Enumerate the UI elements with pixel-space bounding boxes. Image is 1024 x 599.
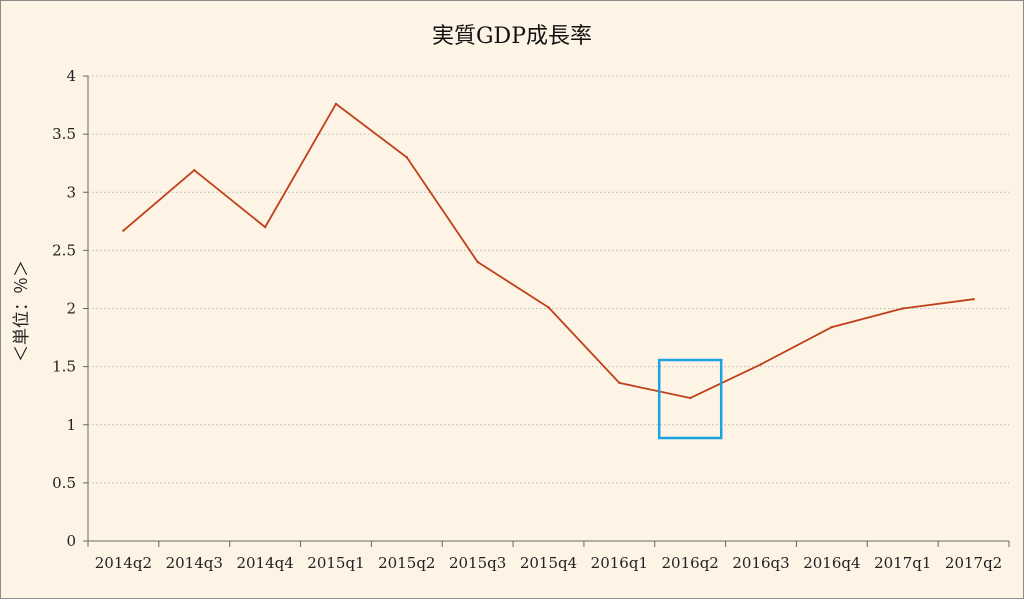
data-point	[688, 396, 692, 400]
chart-title: 実質GDP成長率	[432, 24, 592, 49]
data-point	[618, 381, 621, 385]
x-tick-label: 2015q2	[378, 554, 435, 572]
y-tick-label: 3	[66, 183, 76, 201]
series-line	[122, 103, 974, 399]
x-tick-label: 2017q2	[945, 554, 1002, 572]
x-tick-label: 2017q1	[874, 554, 931, 572]
y-tick-label: 0	[66, 532, 76, 550]
y-tick-label: 1	[66, 416, 76, 434]
y-axis-title: ＜単位：％＞	[12, 260, 32, 362]
x-tick-label: 2014q4	[236, 554, 293, 572]
y-tick-label: 4	[66, 67, 76, 85]
data-point	[759, 363, 763, 366]
data-point	[263, 225, 267, 229]
data-point	[547, 306, 550, 309]
x-tick-label: 2015q4	[520, 554, 577, 572]
series-layer	[122, 102, 975, 400]
data-point	[334, 102, 338, 106]
data-point	[122, 229, 125, 232]
y-tick-label: 0.5	[52, 474, 76, 492]
data-point	[830, 325, 834, 329]
x-tick-label: 2016q1	[591, 554, 648, 572]
highlight-box	[657, 358, 723, 440]
y-tick-label: 3.5	[52, 125, 76, 143]
x-tick-label: 2016q4	[803, 554, 860, 572]
x-tick-label: 2014q3	[166, 554, 223, 572]
grid-layer	[88, 75, 1009, 484]
data-point	[972, 298, 975, 301]
x-tick-label: 2016q3	[732, 554, 789, 572]
axis-layer: 0 0.5 1 1.5 2 2.5 3 3.5 4 2014q2 2014q3 2014q4 2015q…	[52, 67, 1010, 572]
y-tick-label: 1.5	[52, 358, 76, 376]
data-point	[476, 260, 479, 264]
x-tick-label: 2015q3	[449, 554, 506, 572]
data-point	[901, 307, 904, 310]
y-tick-label: 2	[66, 300, 76, 318]
x-tick-label: 2016q2	[662, 554, 719, 572]
y-tick-label: 2.5	[52, 241, 76, 259]
data-point	[193, 168, 196, 172]
x-tick-label: 2014q2	[95, 554, 152, 572]
highlight-layer	[657, 358, 723, 440]
x-tick-label: 2015q1	[307, 554, 364, 572]
data-point	[405, 156, 409, 159]
